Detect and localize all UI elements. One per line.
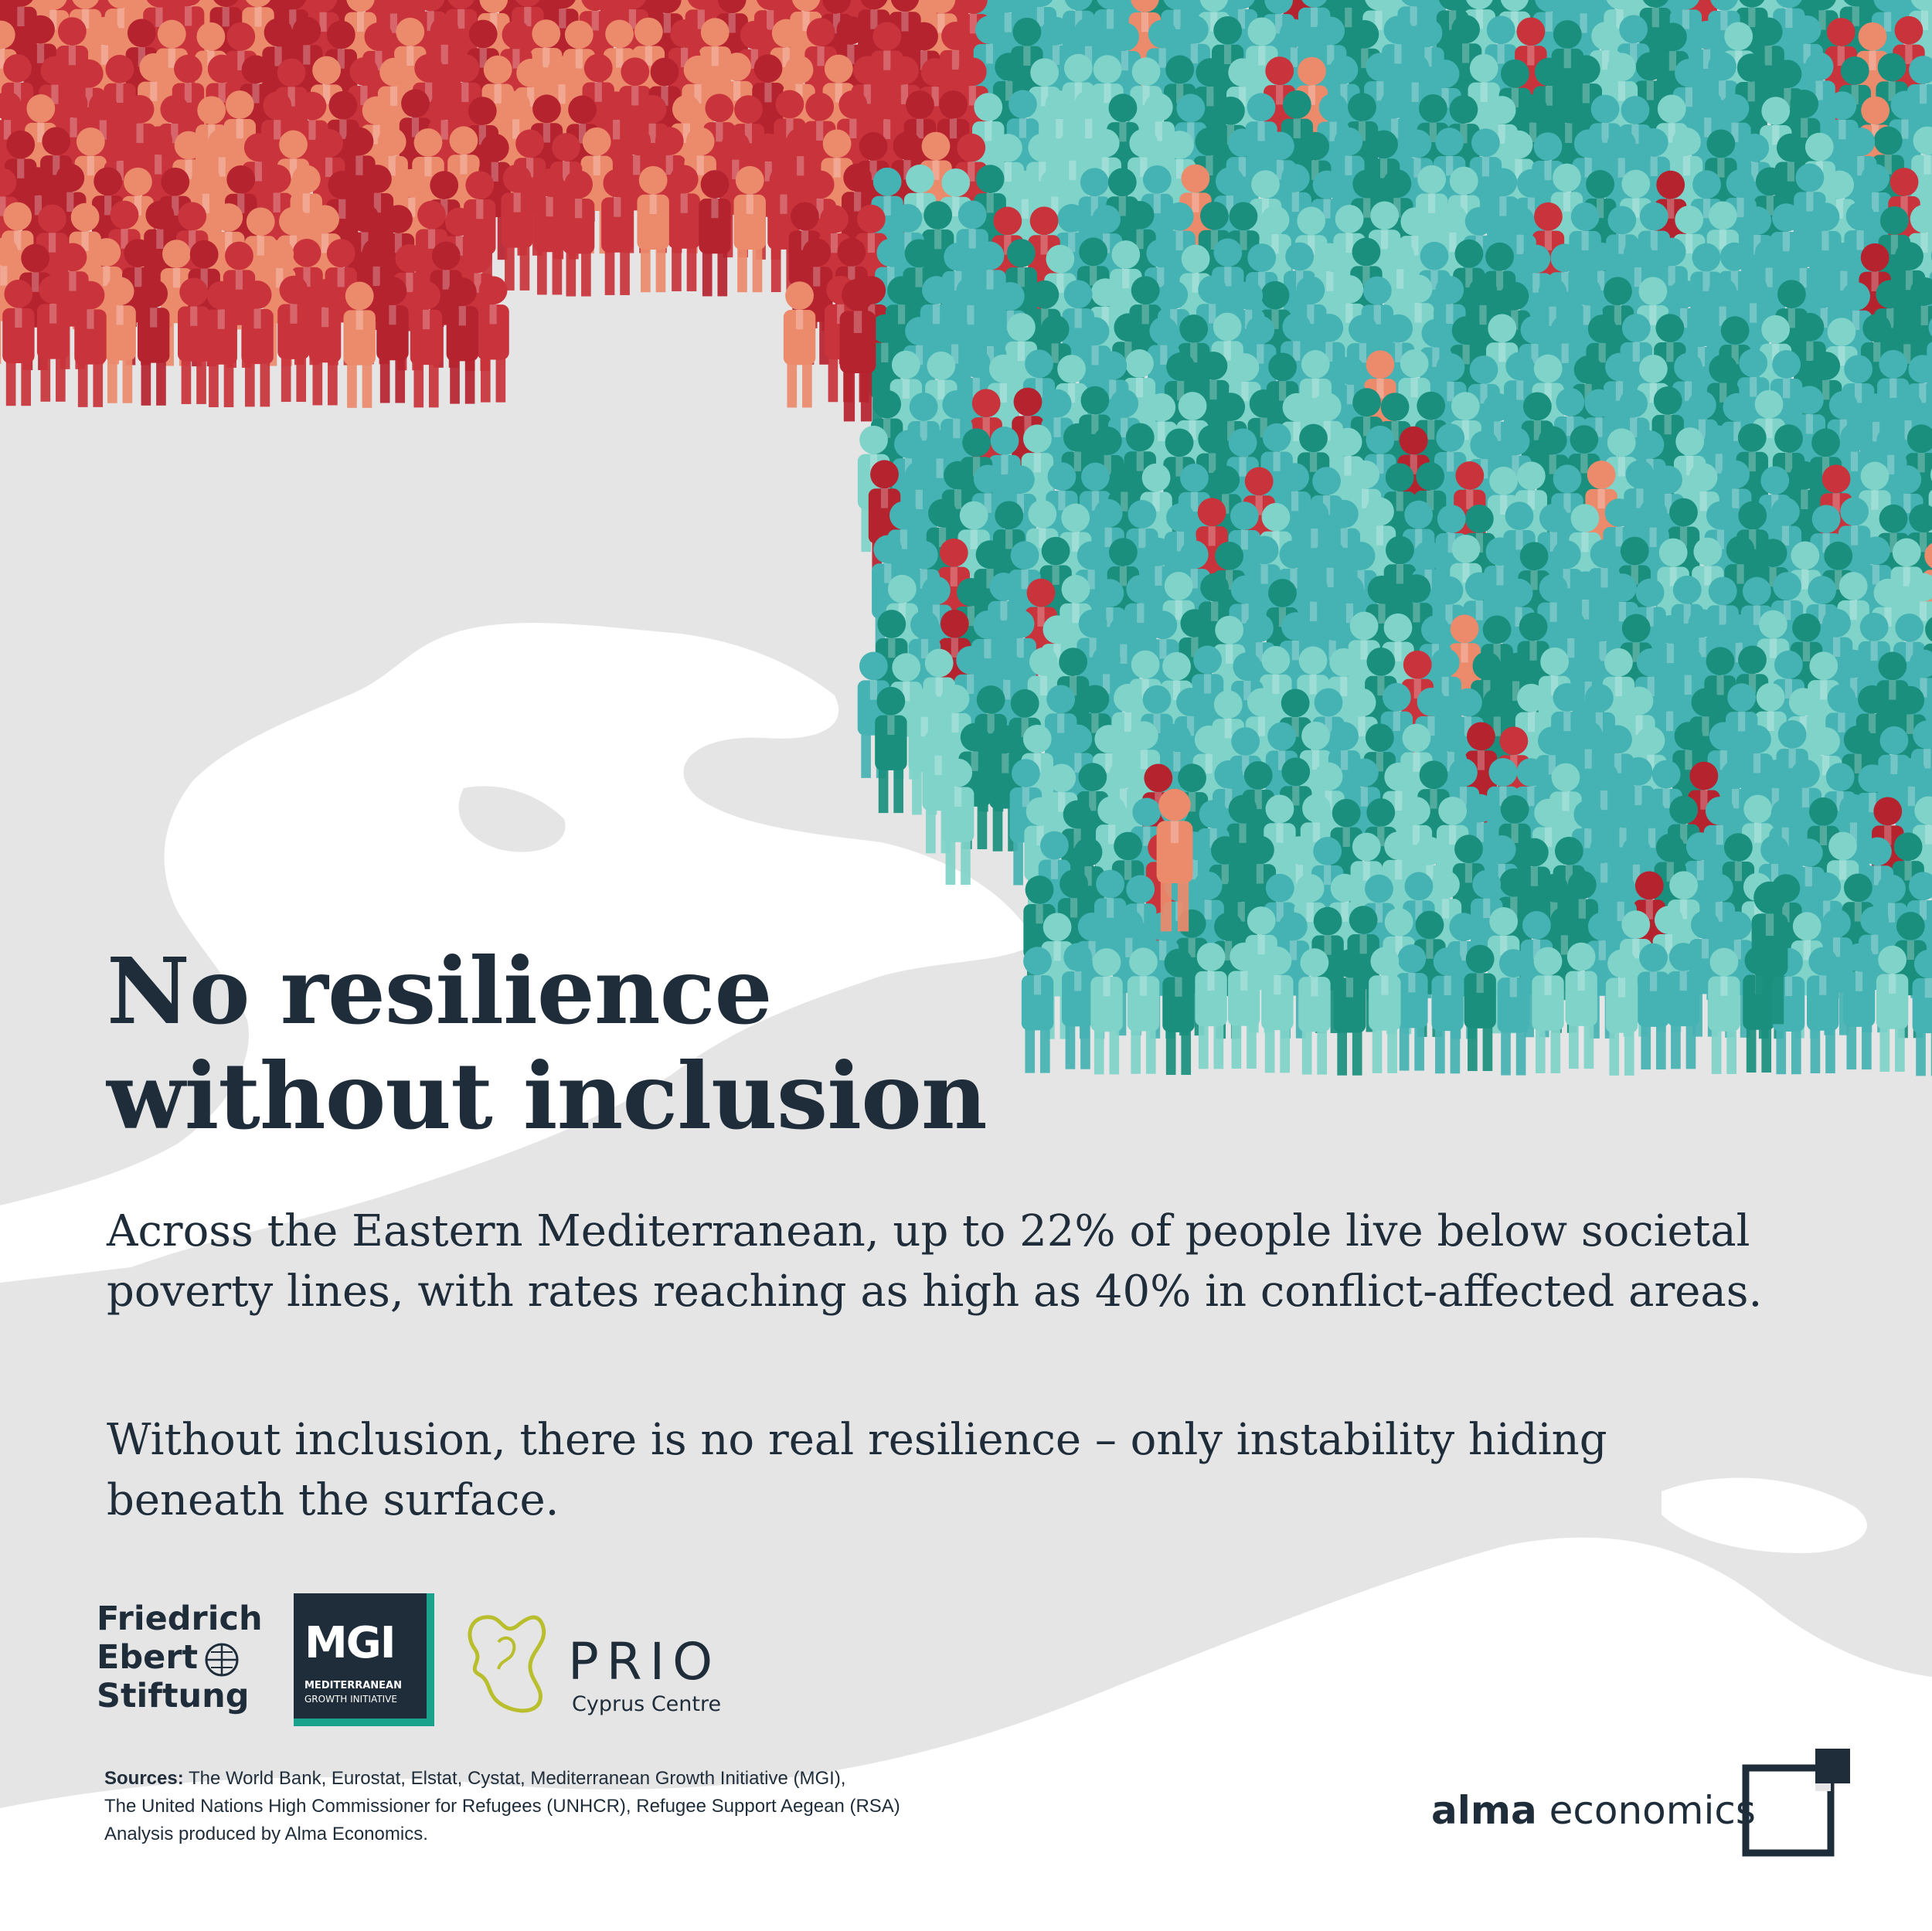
body-paragraph-2: Without inclusion, there is no real resi…	[107, 1415, 1607, 1525]
globe-icon	[205, 1643, 239, 1677]
alma-rest: economics	[1536, 1788, 1756, 1833]
sources-label: Sources:	[104, 1768, 184, 1789]
person-figure	[410, 281, 443, 408]
person-figure	[343, 281, 376, 408]
person-figure	[74, 280, 107, 407]
fes-line-2: Ebert	[97, 1638, 199, 1677]
person-figure	[241, 280, 274, 407]
sources-text-1: The World Bank, Eurostat, Elstat, Cystat…	[183, 1768, 846, 1789]
person-figure	[1605, 949, 1638, 1076]
mgi-line-1: MEDITERRANEAN	[304, 1680, 402, 1691]
person-figure	[839, 278, 876, 422]
person-figure	[1195, 943, 1227, 1069]
person-figure	[1708, 947, 1740, 1074]
person-figure	[1021, 947, 1054, 1073]
mgi-line-2: GROWTH INITIATIVE	[304, 1694, 397, 1705]
prio-wordmark: PRIO	[568, 1632, 721, 1691]
person-figure	[875, 686, 907, 814]
prio-subtitle: Cyprus Centre	[572, 1692, 722, 1716]
person-figure	[1156, 788, 1193, 932]
person-figure	[1637, 943, 1670, 1070]
person-figure	[1431, 947, 1464, 1074]
person-figure	[1396, 944, 1428, 1071]
fes-line-3: Stiftung	[97, 1677, 250, 1715]
alma-economics-wordmark: alma economics	[1431, 1788, 1756, 1833]
person-figure	[1061, 943, 1094, 1069]
person-figure	[1127, 947, 1160, 1074]
person-figure	[477, 276, 509, 403]
sources-line-1: Sources: The World Bank, Eurostat, Elsta…	[104, 1765, 900, 1793]
person-figure	[1667, 943, 1699, 1069]
title-line-1: No resilience	[107, 937, 773, 1045]
person-figure	[533, 168, 566, 295]
sources-note: Sources: The World Bank, Eurostat, Elsta…	[104, 1765, 900, 1848]
body-paragraph-1: Across the Eastern Mediterranean, up to …	[107, 1206, 1763, 1317]
person-figure	[308, 279, 342, 406]
person-figure	[137, 279, 170, 406]
person-figure	[1842, 943, 1876, 1070]
person-figure	[1090, 948, 1123, 1075]
sources-line-3: Analysis produced by Alma Economics.	[104, 1824, 428, 1844]
person-figure	[637, 165, 669, 293]
person-figure	[501, 164, 533, 291]
person-figure	[733, 165, 766, 293]
person-figure	[601, 168, 634, 295]
person-figure	[783, 281, 816, 408]
title-line-2: without inclusion	[107, 1042, 988, 1150]
person-figure	[178, 277, 210, 404]
prio-cyprus-icon	[468, 1615, 546, 1713]
person-figure	[1751, 881, 1788, 1025]
person-figure	[1261, 947, 1294, 1073]
alma-bold: alma	[1431, 1788, 1537, 1833]
person-figure	[1565, 942, 1597, 1069]
person-figure	[668, 165, 700, 291]
sources-line-2: The United Nations High Commissioner for…	[104, 1796, 900, 1817]
person-figure	[562, 170, 595, 297]
person-figure	[1227, 942, 1260, 1069]
mgi-wordmark: MGI	[304, 1618, 396, 1668]
person-figure	[2, 279, 35, 406]
fes-logo: Friedrich Ebert Stiftung	[97, 1600, 263, 1715]
person-figure	[104, 277, 136, 403]
person-figure	[1807, 947, 1839, 1073]
fes-line-1: Friedrich	[97, 1600, 263, 1638]
person-figure	[1333, 949, 1366, 1076]
mgi-logo: MGI MEDITERRANEAN GROWTH INITIATIVE	[294, 1593, 434, 1726]
person-figure	[1912, 950, 1932, 1076]
person-figure	[1162, 948, 1195, 1076]
person-figure	[376, 277, 409, 403]
person-figure	[1369, 947, 1401, 1073]
person-figure	[699, 170, 731, 297]
person-figure	[205, 280, 237, 408]
person-figure	[446, 277, 479, 404]
person-figure	[1497, 949, 1530, 1076]
person-figure	[941, 758, 975, 886]
person-figure	[277, 275, 310, 403]
page-title: No resilience without inclusion	[107, 937, 988, 1150]
person-figure	[36, 275, 70, 402]
alma-square-icon	[1742, 1749, 1850, 1857]
person-figure	[1876, 945, 1909, 1072]
person-figure	[1464, 944, 1496, 1072]
person-figure	[1298, 948, 1331, 1075]
person-figure	[1532, 947, 1564, 1073]
